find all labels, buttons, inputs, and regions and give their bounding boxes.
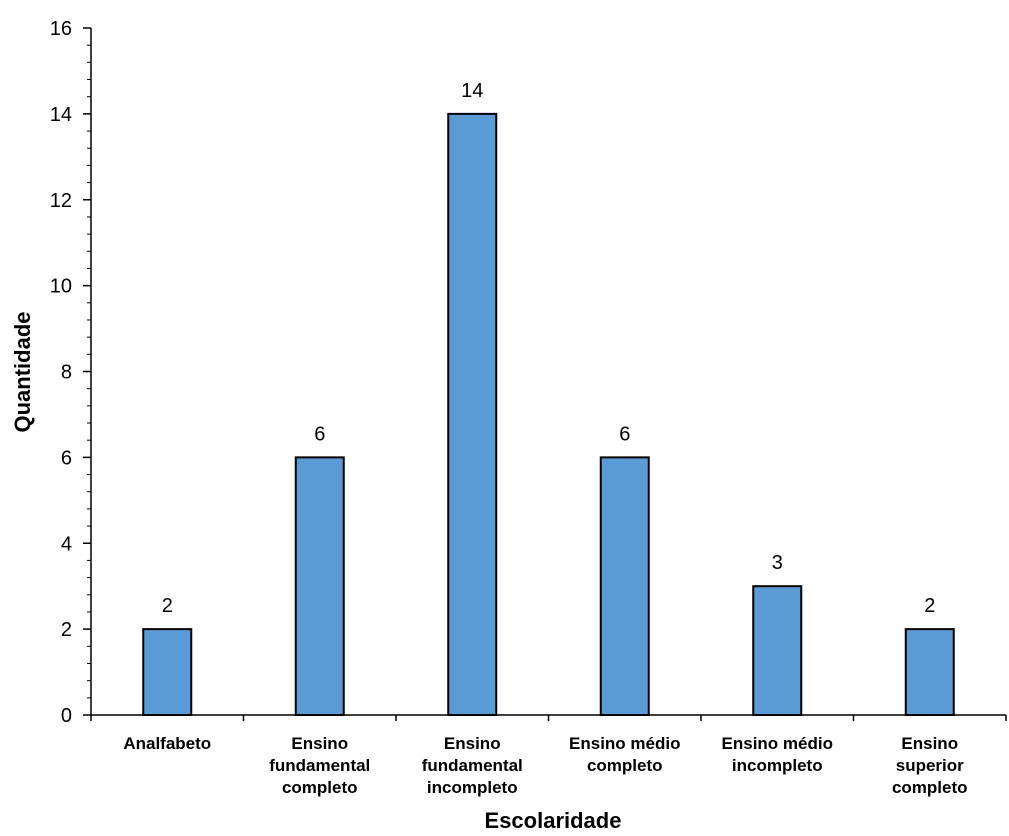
bar-3 [599, 456, 650, 716]
data-label-5: 2 [924, 595, 935, 617]
data-label-0: 2 [162, 595, 173, 617]
data-label-2: 14 [461, 80, 483, 102]
x-tick-label-3: Ensino médio completo [569, 734, 680, 775]
y-tick-label-2: 4 [61, 533, 72, 555]
bar-5 [904, 628, 955, 716]
y-tick-label-7: 14 [50, 104, 72, 126]
data-label-1: 6 [314, 423, 325, 445]
axes-layer [90, 28, 1006, 716]
bar-4 [752, 585, 803, 716]
y-tick-label-1: 2 [61, 619, 72, 641]
data-label-3: 6 [619, 423, 630, 445]
y-tick-label-3: 6 [61, 447, 72, 469]
bars-layer [142, 112, 955, 716]
ticks-layer [83, 27, 1007, 721]
x-tick-label-1: Ensino fundamental completo [269, 734, 370, 797]
y-tick-label-5: 10 [50, 276, 72, 298]
x-tick-label-2: Ensino fundamental incompleto [422, 734, 523, 797]
y-tick-label-4: 8 [61, 362, 72, 384]
bar-0 [142, 628, 193, 716]
x-tick-label-5: Ensino superior completo [892, 734, 968, 797]
x-axis-title: Escolaridade [485, 808, 622, 833]
x-tick-label-4: Ensino médio incompleto [722, 734, 833, 775]
x-tick-label-0: Analfabeto [123, 734, 211, 753]
y-tick-label-8: 16 [50, 18, 72, 40]
data-label-4: 3 [772, 552, 783, 574]
y-tick-label-0: 0 [61, 705, 72, 727]
y-tick-label-6: 12 [50, 190, 72, 212]
y-axis-title: Quantidade [10, 311, 35, 432]
bar-1 [294, 456, 345, 716]
labels-layer: 2 6 14 6 3 2 0 2 4 6 8 10 12 14 16 Analfabeto Ensino fund… [50, 18, 968, 797]
bar-2 [447, 112, 498, 716]
